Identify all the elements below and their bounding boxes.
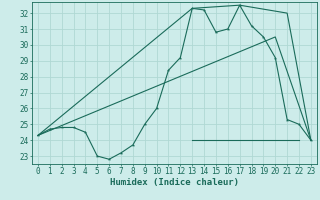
X-axis label: Humidex (Indice chaleur): Humidex (Indice chaleur) <box>110 178 239 187</box>
